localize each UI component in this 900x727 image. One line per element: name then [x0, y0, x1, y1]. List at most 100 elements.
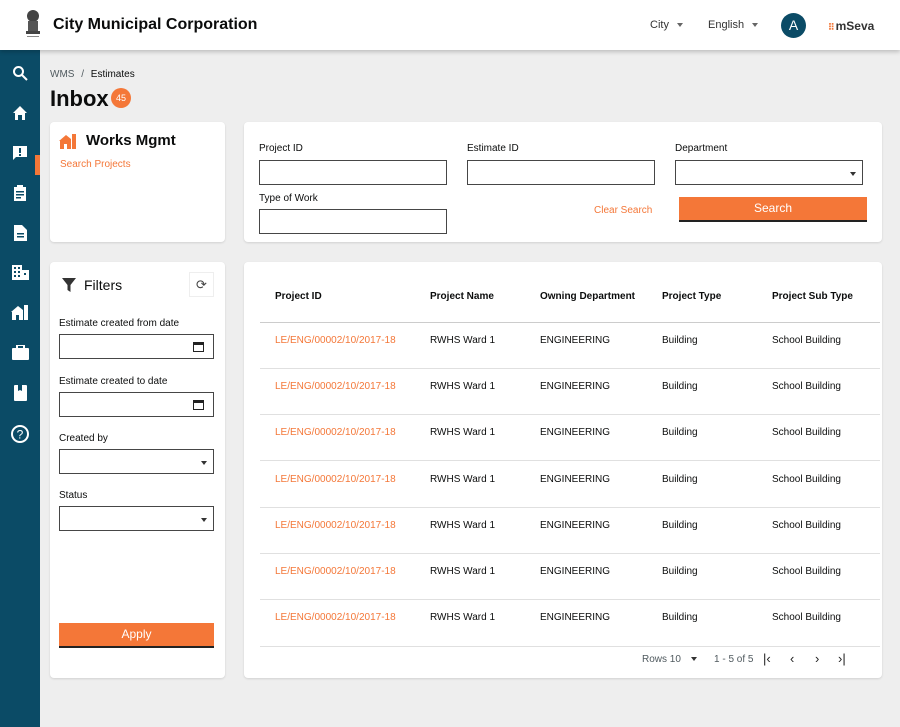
from-date-input[interactable] — [59, 334, 214, 359]
rows-per-page-select[interactable]: Rows 10 — [642, 654, 697, 665]
search-button[interactable]: Search — [679, 197, 867, 222]
header-project-id[interactable]: Project ID — [260, 272, 415, 323]
estimate-id-label: Estimate ID — [467, 143, 519, 154]
filter-icon — [62, 278, 76, 292]
home-icon[interactable] — [10, 105, 30, 125]
table-row: LE/ENG/00002/10/2017-18 RWHS Ward 1 ENGINE… — [260, 414, 880, 462]
page-title: Inbox — [50, 86, 109, 111]
state-emblem-icon — [26, 10, 40, 37]
header-owning-department[interactable]: Owning Department — [525, 272, 647, 323]
cell-owning-department: ENGINEERING — [525, 460, 647, 508]
type-of-work-input[interactable] — [259, 209, 447, 234]
previous-page-icon[interactable]: ‹ — [790, 651, 795, 666]
breadcrumb-estimates: Estimates — [90, 69, 135, 80]
document-icon[interactable] — [10, 225, 30, 245]
module-card: Works Mgmt Search Projects — [50, 122, 225, 242]
refresh-icon[interactable]: ⟳ — [189, 272, 214, 297]
header-project-name[interactable]: Project Name — [415, 272, 525, 323]
results-table: Project ID Project Name Owning Departmen… — [260, 272, 880, 647]
table-row: LE/ENG/00002/10/2017-18 RWHS Ward 1 ENGINE… — [260, 507, 880, 554]
cell-project-sub-type: School Building — [757, 553, 880, 601]
table-row: LE/ENG/00002/10/2017-18 RWHS Ward 1 ENGINE… — [260, 460, 880, 508]
project-id-input[interactable] — [259, 160, 447, 185]
briefcase-icon[interactable] — [10, 344, 30, 365]
status-label: Status — [59, 490, 88, 501]
rows-label: Rows 10 — [642, 654, 681, 665]
status-select[interactable] — [59, 506, 214, 531]
next-page-icon[interactable]: › — [815, 651, 820, 666]
estimate-id-input[interactable] — [467, 160, 655, 185]
works-icon — [59, 134, 76, 149]
table-row: LE/ENG/00002/10/2017-18 RWHS Ward 1 ENGINE… — [260, 322, 880, 369]
works-icon[interactable] — [10, 305, 30, 325]
clear-search-link[interactable]: Clear Search — [594, 205, 653, 216]
calendar-icon[interactable] — [193, 342, 204, 352]
search-icon[interactable] — [10, 65, 30, 85]
cell-project-id[interactable]: LE/ENG/00002/10/2017-18 — [260, 507, 415, 554]
filters-title: Filters — [84, 277, 123, 293]
calendar-icon[interactable] — [193, 400, 204, 410]
inbox-count-badge: 45 — [111, 88, 131, 108]
mseva-dots-icon: ⠿ — [828, 22, 835, 32]
clipboard-icon[interactable] — [10, 185, 30, 205]
cell-project-id[interactable]: LE/ENG/00002/10/2017-18 — [260, 414, 415, 462]
mseva-logo: ⠿mSeva — [828, 19, 874, 33]
header-project-sub-type[interactable]: Project Sub Type — [757, 272, 880, 323]
search-projects-link[interactable]: Search Projects — [60, 159, 131, 170]
search-card: Project ID Estimate ID Department Type o… — [244, 122, 882, 242]
cell-project-name: RWHS Ward 1 — [415, 368, 525, 416]
city-dropdown[interactable]: City — [650, 19, 683, 31]
brand-name: mSeva — [835, 19, 875, 33]
cell-project-type: Building — [647, 368, 757, 416]
language-dropdown[interactable]: English — [708, 19, 759, 31]
cell-owning-department: ENGINEERING — [525, 507, 647, 554]
breadcrumb: WMS / Estimates — [50, 69, 135, 80]
chevron-down-icon — [676, 23, 683, 28]
department-label: Department — [675, 143, 728, 154]
cell-project-name: RWHS Ward 1 — [415, 599, 525, 647]
cell-project-id[interactable]: LE/ENG/00002/10/2017-18 — [260, 460, 415, 508]
help-icon[interactable]: ? — [10, 425, 30, 445]
created-by-label: Created by — [59, 433, 108, 444]
last-page-icon[interactable]: ›| — [838, 651, 846, 666]
cell-owning-department: ENGINEERING — [525, 322, 647, 369]
cell-project-sub-type: School Building — [757, 322, 880, 369]
type-of-work-label: Type of Work — [259, 193, 318, 204]
table-header-row: Project ID Project Name Owning Departmen… — [260, 272, 880, 323]
first-page-icon[interactable]: |‹ — [763, 651, 771, 666]
apply-button[interactable]: Apply — [59, 623, 214, 648]
chevron-down-icon — [690, 657, 697, 662]
cell-project-name: RWHS Ward 1 — [415, 414, 525, 462]
table-row: LE/ENG/00002/10/2017-18 RWHS Ward 1 ENGINE… — [260, 553, 880, 601]
cell-owning-department: ENGINEERING — [525, 368, 647, 416]
building-icon[interactable] — [10, 265, 30, 285]
city-title: City Municipal Corporation — [53, 16, 258, 33]
chevron-down-icon — [201, 518, 207, 522]
cell-project-id[interactable]: LE/ENG/00002/10/2017-18 — [260, 322, 415, 369]
cell-project-id[interactable]: LE/ENG/00002/10/2017-18 — [260, 368, 415, 416]
header-project-type[interactable]: Project Type — [647, 272, 757, 323]
cell-project-type: Building — [647, 553, 757, 601]
from-date-label: Estimate created from date — [59, 318, 180, 329]
complaint-icon[interactable] — [10, 145, 30, 165]
cell-project-id[interactable]: LE/ENG/00002/10/2017-18 — [260, 599, 415, 647]
cell-owning-department: ENGINEERING — [525, 553, 647, 601]
cell-project-name: RWHS Ward 1 — [415, 553, 525, 601]
cell-project-sub-type: School Building — [757, 368, 880, 416]
cell-project-id[interactable]: LE/ENG/00002/10/2017-18 — [260, 553, 415, 601]
cell-owning-department: ENGINEERING — [525, 414, 647, 462]
project-id-label: Project ID — [259, 143, 303, 154]
filters-card: Filters ⟳ Estimate created from date Est… — [50, 262, 225, 678]
breadcrumb-wms[interactable]: WMS — [50, 69, 75, 80]
language-label: English — [708, 19, 745, 31]
to-date-input[interactable] — [59, 392, 214, 417]
created-by-select[interactable] — [59, 449, 214, 474]
top-bar: City Municipal Corporation City English … — [0, 0, 900, 50]
table-row: LE/ENG/00002/10/2017-18 RWHS Ward 1 ENGINE… — [260, 368, 880, 416]
book-icon[interactable] — [10, 385, 30, 405]
avatar[interactable]: A — [781, 13, 806, 38]
cell-project-type: Building — [647, 507, 757, 554]
to-date-label: Estimate created to date — [59, 376, 168, 387]
sidebar: ? — [0, 50, 40, 727]
department-select[interactable] — [675, 160, 863, 185]
